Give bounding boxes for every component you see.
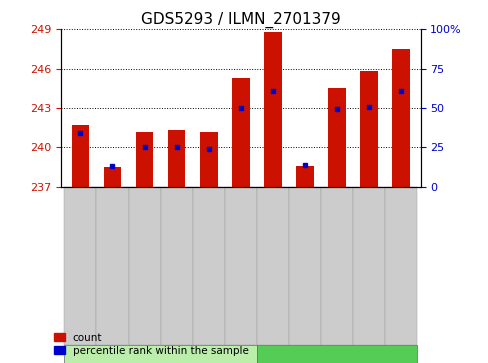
Bar bbox=[321, 187, 352, 345]
Bar bbox=[352, 187, 385, 345]
Bar bbox=[167, 130, 185, 187]
Legend: count, percentile rank within the sample: count, percentile rank within the sample bbox=[54, 333, 248, 356]
Bar bbox=[385, 187, 416, 345]
Bar bbox=[392, 49, 409, 187]
Bar bbox=[256, 345, 416, 363]
Bar bbox=[256, 187, 288, 345]
Bar bbox=[327, 88, 345, 187]
Bar bbox=[224, 187, 256, 345]
Bar bbox=[128, 187, 160, 345]
Bar bbox=[71, 125, 89, 187]
Bar bbox=[96, 187, 128, 345]
Bar bbox=[360, 71, 377, 187]
Bar bbox=[200, 132, 217, 187]
Bar bbox=[160, 187, 192, 345]
Bar bbox=[231, 78, 249, 187]
Bar bbox=[64, 187, 96, 345]
Bar bbox=[288, 187, 321, 345]
Bar bbox=[264, 32, 281, 187]
Bar bbox=[192, 187, 224, 345]
Bar bbox=[296, 166, 313, 187]
Bar bbox=[64, 345, 256, 363]
Bar bbox=[103, 167, 121, 187]
Title: GDS5293 / ILMN_2701379: GDS5293 / ILMN_2701379 bbox=[141, 12, 340, 28]
Bar bbox=[136, 132, 153, 187]
